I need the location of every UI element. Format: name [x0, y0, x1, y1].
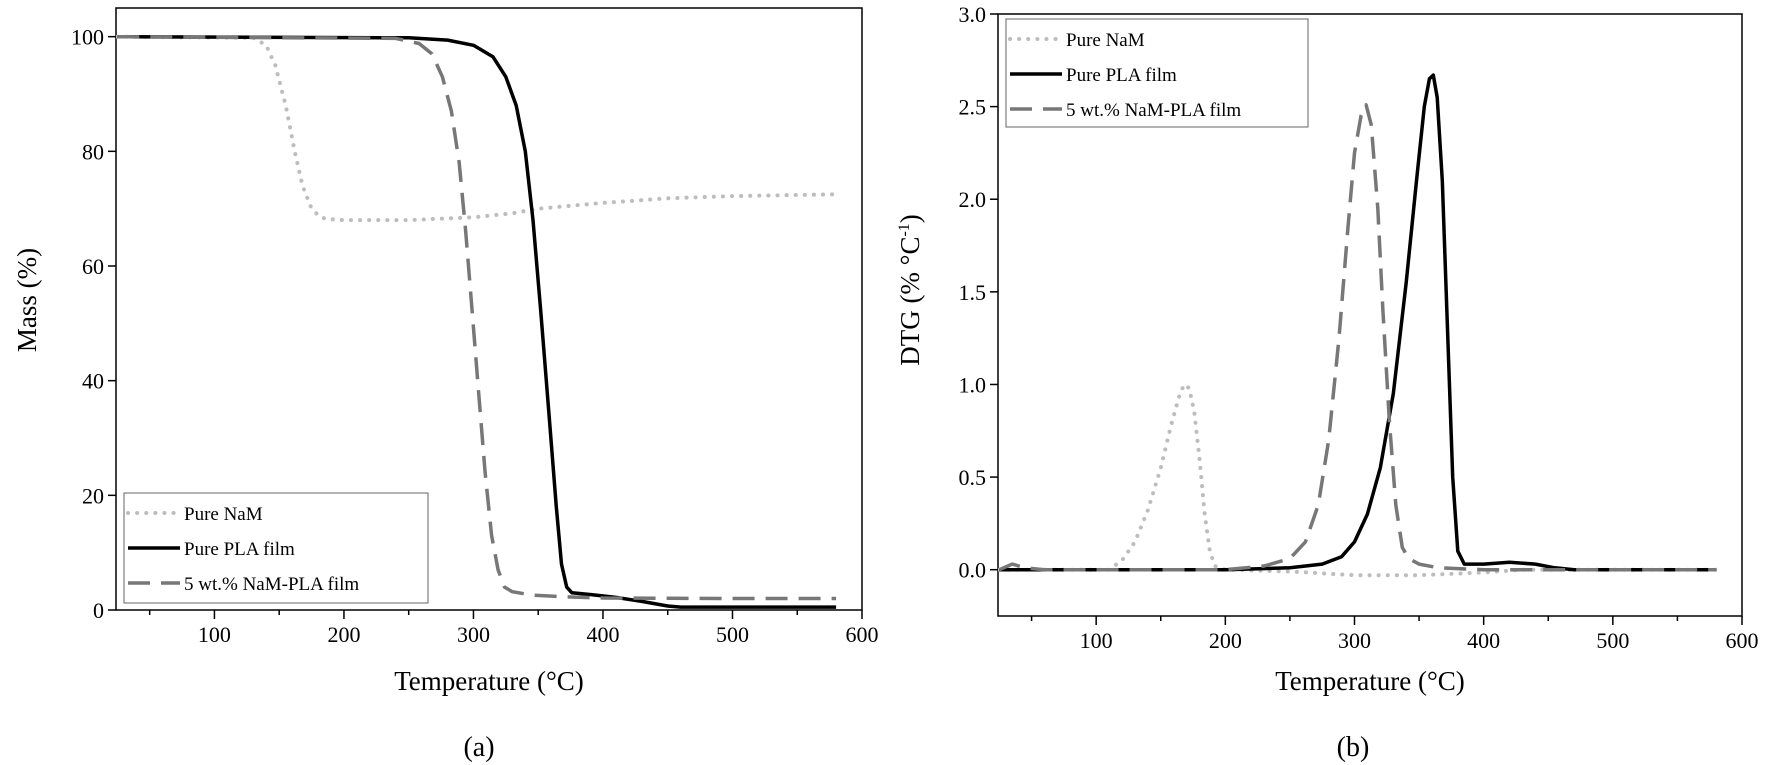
- chart-panel-a: 100 200 300 400 500 600 0 20 40 60 80 100 Temperatur…: [12, 7, 879, 763]
- x-tick-label: 600: [846, 622, 879, 647]
- x-tick-label: 300: [1338, 628, 1371, 653]
- y-axis-title-superscript: -1: [896, 223, 913, 236]
- x-tick-label: 100: [1080, 628, 1113, 653]
- series-line-pure-nam: [116, 34, 839, 223]
- plot-frame: [115, 7, 863, 611]
- legend-label: 5 wt.% NaM-PLA film: [184, 574, 359, 595]
- y-tick-label: 3.0: [959, 2, 987, 27]
- x-tick-label: 300: [457, 622, 490, 647]
- y-tick-label: 2.5: [959, 95, 987, 120]
- y-tick-label: 0: [93, 598, 104, 623]
- legend: Pure NaM Pure PLA film 5 wt.% NaM-PLA film: [123, 492, 429, 604]
- series-line-5-wt-nam-pla-film: [117, 34, 837, 601]
- x-axis-title: Temperature (°C): [1275, 666, 1465, 696]
- x-tick-label: 400: [586, 622, 619, 647]
- y-tick-label: 2.0: [959, 187, 987, 212]
- x-tick-label: 100: [198, 622, 231, 647]
- y-axis-title-main: DTG (% °C: [895, 237, 925, 366]
- series-line-pure-pla-film: [117, 34, 837, 609]
- y-tick-label: 60: [82, 254, 104, 279]
- legend-label: 5 wt.% NaM-PLA film: [1066, 100, 1241, 121]
- y-tick-label: 20: [82, 483, 104, 508]
- plot-frame: [997, 13, 1743, 617]
- legend-label: Pure PLA film: [1066, 65, 1177, 86]
- x-tick-label: 500: [716, 622, 749, 647]
- x-tick-label: 400: [1467, 628, 1500, 653]
- y-tick-label: 0.5: [959, 465, 987, 490]
- series-line-5-wt-nam-pla-film: [998, 103, 1717, 572]
- x-tick-label: 500: [1596, 628, 1629, 653]
- y-tick-label: 1.5: [959, 280, 987, 305]
- y-tick-label: 100: [71, 25, 104, 50]
- legend-label: Pure NaM: [1066, 30, 1145, 51]
- panel-label: (b): [1337, 732, 1370, 763]
- series-line-pure-pla-film: [999, 73, 1717, 572]
- y-tick-label: 1.0: [959, 372, 987, 397]
- y-axis-title: Mass (%): [12, 248, 42, 352]
- y-tick-label: 80: [82, 139, 104, 164]
- x-tick-label: 600: [1726, 628, 1759, 653]
- y-tick-label: 40: [82, 369, 104, 394]
- y-tick-label: 0.0: [959, 558, 987, 583]
- series-line-pure-nam: [998, 382, 1719, 578]
- x-tick-label: 200: [1209, 628, 1242, 653]
- x-axis-title: Temperature (°C): [394, 666, 584, 696]
- chart-panel-b: 100 200 300 400 500 600 0.0 0.5 1.0 1.5 2.0 2.5 3.0 T…: [895, 2, 1759, 763]
- y-axis-title: DTG (% °C-1): [895, 214, 925, 366]
- panel-label: (a): [463, 732, 494, 763]
- y-axis-title-end: ): [895, 214, 925, 223]
- legend-label: Pure NaM: [184, 504, 263, 525]
- x-tick-label: 200: [327, 622, 360, 647]
- legend-label: Pure PLA film: [184, 539, 295, 560]
- legend: Pure NaM Pure PLA film 5 wt.% NaM-PLA film: [1005, 18, 1309, 128]
